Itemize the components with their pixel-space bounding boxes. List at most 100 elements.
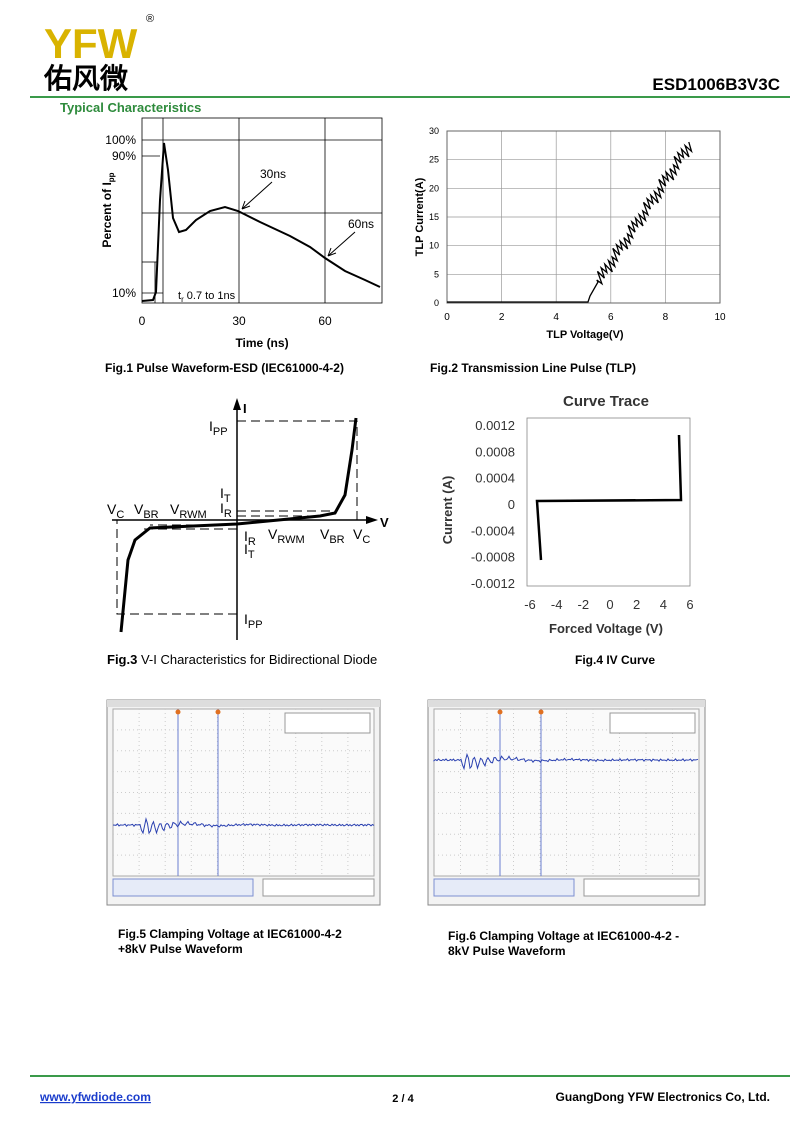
scope-status: [583, 878, 700, 897]
y-tick-label: -0.0012: [471, 576, 515, 591]
scope-topbar: [107, 700, 380, 707]
x-axis-label: Forced Voltage (V): [549, 621, 663, 636]
figure-5: [106, 699, 381, 906]
label-part: V: [353, 526, 363, 542]
label-part: T: [224, 493, 231, 505]
x-tick-label: 8: [663, 312, 669, 323]
x-axis-label: Time (ns): [235, 336, 288, 350]
label-part: I: [244, 611, 248, 627]
y-tick-label: 15: [429, 212, 439, 222]
x-tick-label: 2: [499, 312, 505, 323]
label-part: I: [209, 418, 213, 434]
figure-3: I V Fig.3 V-I Characteristics for Bidire…: [107, 398, 389, 667]
label-part: C: [362, 534, 370, 546]
caption: +8kV Pulse Waveform: [118, 942, 243, 956]
x-tick-label: 0: [606, 597, 613, 612]
plot-frame: [141, 117, 383, 304]
label-part: I: [220, 500, 224, 516]
y-tick-label: 100%: [105, 133, 136, 147]
axis-label: I: [243, 401, 247, 416]
y-tick-label: 10: [429, 241, 439, 251]
label-part: T: [248, 549, 255, 561]
y-tick-label: -0.0008: [471, 550, 515, 565]
caption: Fig.1 Pulse Waveform-ESD (IEC61000-4-2): [105, 361, 344, 375]
y-tick-label: 0.0012: [475, 418, 515, 433]
caption: Fig.2 Transmission Line Pulse (TLP): [430, 361, 636, 375]
x-tick-label: 10: [714, 312, 726, 323]
iv-trace: [535, 434, 683, 561]
scope-topbar: [428, 700, 705, 707]
label-part: R: [248, 536, 256, 548]
plot-frame: [526, 417, 691, 587]
annotation: 30ns: [260, 167, 286, 181]
label-part: C: [116, 509, 124, 521]
annotation-part: t: [178, 290, 181, 302]
axis-label: V: [380, 515, 389, 530]
scope-readout: [284, 712, 371, 734]
logo-cn: 佑风微: [43, 63, 128, 94]
pulse-curve: [141, 142, 381, 302]
arrow: [327, 231, 356, 257]
figure-6: [427, 699, 706, 906]
label-part: V: [170, 501, 180, 517]
label-part: BR: [143, 509, 158, 521]
plot-frame: [446, 130, 721, 304]
label-part: pp: [107, 172, 116, 182]
label-part: RWM: [179, 509, 206, 521]
figure-2: TLP Current(A) TLP Voltage(V) Fig.2 Tran…: [414, 126, 726, 375]
axis-annotation: IPP: [209, 418, 228, 438]
axis-annotation: IPP: [244, 611, 263, 631]
scope-status: [433, 878, 575, 897]
y-tick-label: -0.0004: [471, 523, 515, 538]
label-part: V: [320, 526, 330, 542]
cursor-marker: [497, 709, 503, 715]
y-tick-label: 0: [434, 298, 439, 308]
annotation: tr 0.7 to 1ns: [178, 290, 236, 304]
label-part: R: [224, 508, 232, 520]
axis-annotation: VC: [353, 526, 370, 546]
y-tick-label: 25: [429, 155, 439, 165]
caption: Fig.4 IV Curve: [575, 653, 655, 667]
cursor-marker: [175, 709, 181, 715]
caption: 8kV Pulse Waveform: [448, 944, 566, 958]
x-tick-label: 60: [318, 314, 332, 328]
cursor-marker: [215, 709, 221, 715]
arrow: [241, 181, 273, 210]
x-tick-label: 6: [608, 312, 614, 323]
y-tick-label: 20: [429, 183, 439, 193]
y-tick-label: 30: [429, 126, 439, 136]
x-tick-label: 6: [686, 597, 693, 612]
caption: Fig.5 Clamping Voltage at IEC61000-4-2: [118, 927, 342, 941]
part-number: ESD1006B3V3C: [652, 75, 780, 94]
axis-annotation: IT: [244, 541, 255, 561]
y-axis-label: Percent of Ipp: [100, 172, 116, 247]
label-part: I: [244, 541, 248, 557]
y-tick-label: 90%: [112, 149, 136, 163]
y-tick-label: 0.0008: [475, 444, 515, 459]
caption-part: V-I Characteristics for Bidirectional Di…: [137, 652, 377, 667]
iv-curve: [119, 417, 358, 633]
label-part: BR: [329, 534, 344, 546]
axis-annotation: IT: [220, 485, 231, 505]
axis-annotation: VC: [107, 501, 124, 521]
chart-title: Curve Trace: [563, 393, 649, 410]
website-link[interactable]: www.yfwdiode.com: [39, 1090, 151, 1104]
caption: Fig.6 Clamping Voltage at IEC61000-4-2 -: [448, 929, 679, 943]
axis-annotation: IR: [244, 528, 256, 548]
logo: YFW ® 佑风微: [43, 13, 154, 94]
axis-annotation: VBR: [320, 526, 345, 546]
y-tick-label: 0.0004: [475, 471, 515, 486]
x-axis-label: TLP Voltage(V): [546, 329, 624, 341]
company: GuangDong YFW Electronics Co, Ltd.: [556, 1090, 770, 1104]
axis-annotation: IR: [220, 500, 232, 520]
axis-annotation: VRWM: [268, 526, 305, 546]
logo-text: YFW: [44, 20, 138, 67]
label-part: I: [244, 528, 248, 544]
scope-status: [262, 878, 375, 897]
y-axis-label: TLP Current(A): [414, 177, 426, 256]
annotation: 60ns: [348, 217, 374, 231]
label-part: V: [268, 526, 278, 542]
logo-mark: ®: [146, 13, 154, 25]
label-part: V: [107, 501, 117, 517]
